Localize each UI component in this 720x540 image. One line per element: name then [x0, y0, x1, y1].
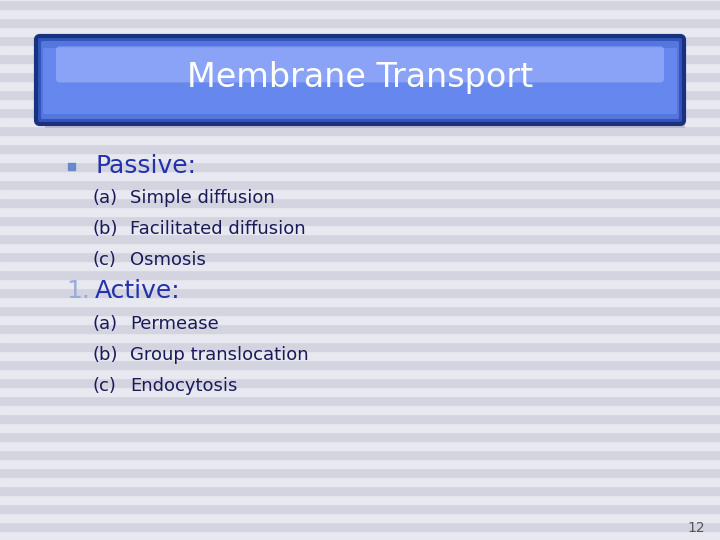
- Bar: [0, 441, 720, 450]
- Text: Active:: Active:: [95, 279, 181, 303]
- Text: Passive:: Passive:: [95, 154, 196, 178]
- Text: Permease: Permease: [130, 315, 219, 333]
- Bar: [0, 216, 720, 225]
- Text: Simple diffusion: Simple diffusion: [130, 189, 275, 207]
- Bar: [0, 45, 720, 54]
- Bar: [0, 9, 720, 18]
- Bar: [0, 378, 720, 387]
- Bar: [0, 198, 720, 207]
- Bar: [0, 342, 720, 351]
- Text: 1.: 1.: [66, 279, 90, 303]
- Bar: [0, 297, 720, 306]
- Bar: [0, 108, 720, 117]
- Bar: [0, 387, 720, 396]
- Bar: [0, 162, 720, 171]
- Bar: [0, 288, 720, 297]
- Bar: [0, 414, 720, 423]
- Bar: [0, 495, 720, 504]
- Text: Endocytosis: Endocytosis: [130, 377, 238, 395]
- Text: (b): (b): [92, 220, 117, 238]
- Bar: [0, 54, 720, 63]
- Bar: [0, 0, 720, 9]
- Bar: [0, 423, 720, 432]
- Text: Osmosis: Osmosis: [130, 251, 206, 269]
- Bar: [0, 63, 720, 72]
- Bar: [0, 351, 720, 360]
- Text: Facilitated diffusion: Facilitated diffusion: [130, 220, 305, 238]
- Bar: [0, 396, 720, 405]
- Bar: [0, 531, 720, 540]
- Text: Membrane Transport: Membrane Transport: [187, 62, 533, 94]
- Bar: [0, 225, 720, 234]
- Bar: [0, 279, 720, 288]
- Bar: [0, 252, 720, 261]
- Bar: [0, 486, 720, 495]
- FancyBboxPatch shape: [43, 48, 677, 114]
- Bar: [0, 117, 720, 126]
- Text: Group translocation: Group translocation: [130, 346, 309, 364]
- Text: (a): (a): [92, 189, 117, 207]
- Text: (b): (b): [92, 346, 117, 364]
- Bar: [0, 306, 720, 315]
- Bar: [0, 405, 720, 414]
- Text: (a): (a): [92, 315, 117, 333]
- Bar: [0, 243, 720, 252]
- Bar: [0, 468, 720, 477]
- Bar: [0, 126, 720, 135]
- Bar: [0, 189, 720, 198]
- Bar: [0, 450, 720, 459]
- FancyBboxPatch shape: [45, 48, 685, 128]
- Bar: [0, 36, 720, 45]
- Bar: [0, 207, 720, 216]
- FancyBboxPatch shape: [41, 41, 679, 119]
- Bar: [0, 369, 720, 378]
- Bar: [0, 459, 720, 468]
- Bar: [0, 360, 720, 369]
- Bar: [0, 270, 720, 279]
- Bar: [0, 27, 720, 36]
- Bar: [0, 333, 720, 342]
- Bar: [0, 81, 720, 90]
- Bar: [0, 72, 720, 81]
- Bar: [0, 261, 720, 270]
- Bar: [0, 522, 720, 531]
- Bar: [0, 90, 720, 99]
- Bar: [0, 477, 720, 486]
- Bar: [0, 99, 720, 108]
- FancyBboxPatch shape: [36, 36, 684, 124]
- Bar: [0, 432, 720, 441]
- Bar: [0, 324, 720, 333]
- Bar: [0, 153, 720, 162]
- Bar: [0, 504, 720, 513]
- Bar: [68, 163, 75, 170]
- FancyBboxPatch shape: [56, 46, 664, 83]
- Bar: [0, 171, 720, 180]
- Bar: [0, 180, 720, 189]
- Bar: [0, 135, 720, 144]
- Bar: [0, 234, 720, 243]
- Bar: [0, 513, 720, 522]
- Text: (c): (c): [92, 251, 116, 269]
- Bar: [0, 144, 720, 153]
- Bar: [0, 18, 720, 27]
- Text: (c): (c): [92, 377, 116, 395]
- Bar: [0, 315, 720, 324]
- Text: 12: 12: [688, 521, 705, 535]
